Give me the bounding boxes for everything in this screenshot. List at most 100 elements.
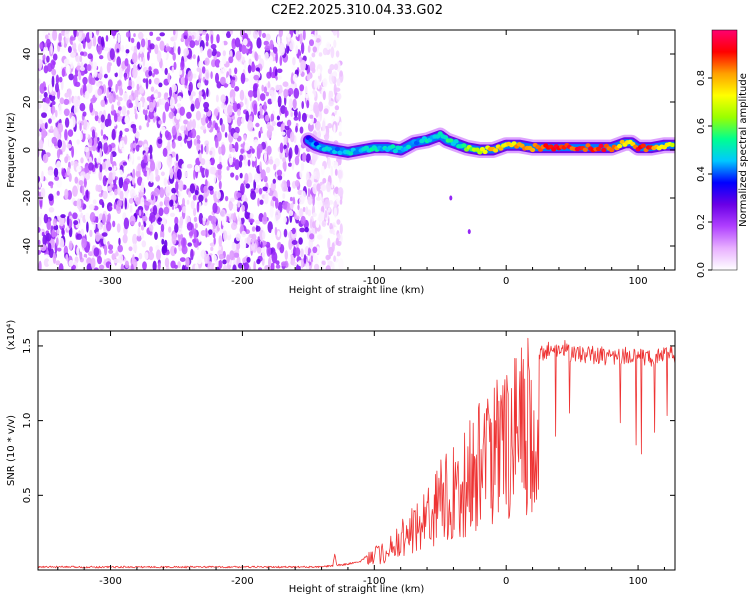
snr-x-tick-label: 100 — [629, 576, 648, 587]
noise-blob — [294, 155, 300, 166]
colorbar-tick-label: 0.0 — [696, 262, 707, 278]
noise-blob — [101, 232, 108, 237]
noise-blob — [106, 171, 109, 179]
noise-blob — [186, 221, 193, 231]
noise-blob — [175, 153, 179, 162]
noise-blob — [120, 263, 124, 270]
noise-blob — [86, 257, 92, 266]
noise-blob — [58, 263, 64, 270]
noise-blob — [289, 254, 296, 266]
noise-blob — [198, 194, 204, 202]
noise-blob — [276, 68, 283, 74]
noise-blob — [72, 212, 78, 220]
snr-x-tick-label: -300 — [99, 576, 122, 587]
noise-blob — [275, 84, 280, 91]
noise-blob — [312, 46, 317, 53]
noise-blob — [258, 267, 262, 270]
signal-ridge-point — [392, 148, 398, 154]
noise-blob — [183, 48, 189, 56]
noise-blob — [116, 56, 121, 67]
isolated-point — [467, 229, 471, 235]
noise-blob — [275, 197, 279, 209]
noise-blob — [255, 67, 260, 72]
noise-blob — [332, 30, 338, 36]
noise-blob — [193, 138, 198, 146]
noise-blob — [87, 83, 93, 94]
noise-blob — [174, 223, 179, 234]
noise-blob — [148, 66, 152, 72]
noise-blob — [77, 43, 82, 53]
noise-blob — [188, 231, 194, 237]
signal-ridge-point — [442, 135, 449, 140]
noise-blob — [97, 88, 103, 96]
noise-blob — [302, 207, 306, 212]
noise-blob — [157, 108, 161, 113]
noise-blob — [276, 115, 280, 121]
noise-blob — [113, 30, 120, 33]
noise-blob — [259, 93, 266, 102]
noise-blob — [38, 176, 41, 183]
noise-blob — [162, 111, 166, 124]
noise-blob — [278, 30, 283, 38]
noise-blob — [40, 187, 46, 199]
signal-ridge-point — [406, 144, 412, 149]
noise-blob — [76, 165, 82, 173]
noise-blob — [231, 38, 237, 50]
noise-blob — [177, 135, 183, 141]
noise-blob — [268, 89, 274, 95]
noise-blob — [124, 260, 129, 269]
noise-blob — [88, 204, 95, 210]
noise-blob — [245, 89, 249, 99]
signal-ridge-point — [390, 144, 396, 149]
noise-blob — [48, 193, 54, 202]
noise-blob — [171, 84, 178, 93]
noise-blob — [215, 137, 219, 149]
noise-blob — [281, 180, 288, 192]
noise-blob — [249, 83, 254, 90]
noise-blob — [215, 94, 219, 103]
noise-blob — [327, 207, 331, 213]
noise-blob — [330, 46, 335, 59]
noise-blob — [231, 242, 237, 252]
noise-blob — [153, 93, 158, 99]
noise-blob — [277, 95, 282, 108]
noise-blob — [149, 246, 153, 253]
noise-blob — [118, 67, 123, 80]
noise-blob — [47, 260, 54, 266]
noise-blob — [324, 210, 328, 219]
noise-blob — [44, 254, 50, 259]
noise-blob — [92, 61, 98, 71]
noise-blob — [106, 158, 111, 168]
noise-blob — [80, 120, 84, 126]
noise-blob — [162, 51, 167, 60]
noise-blob — [220, 76, 226, 86]
noise-blob — [96, 82, 101, 87]
signal-ridge-point — [530, 147, 536, 153]
noise-blob — [70, 51, 76, 58]
noise-blob — [186, 111, 192, 119]
noise-blob — [149, 171, 154, 184]
noise-blob — [89, 102, 94, 113]
noise-blob — [102, 213, 106, 225]
noise-blob — [103, 47, 110, 52]
noise-blob — [323, 108, 329, 115]
noise-blob — [221, 30, 228, 35]
noise-blob — [140, 196, 145, 209]
noise-blob — [89, 30, 93, 40]
noise-blob — [269, 66, 272, 77]
noise-blob — [183, 124, 187, 131]
noise-blob — [217, 163, 223, 170]
noise-blob — [218, 201, 221, 208]
noise-blob — [38, 260, 42, 270]
noise-blob — [64, 30, 70, 39]
noise-blob — [60, 79, 64, 91]
noise-blob — [249, 115, 253, 122]
noise-blob — [325, 254, 331, 261]
noise-blob — [119, 190, 124, 200]
noise-blob — [172, 52, 176, 61]
noise-blob — [64, 129, 68, 141]
noise-blob — [42, 54, 46, 61]
noise-blob — [99, 55, 104, 60]
noise-blob — [84, 173, 91, 181]
